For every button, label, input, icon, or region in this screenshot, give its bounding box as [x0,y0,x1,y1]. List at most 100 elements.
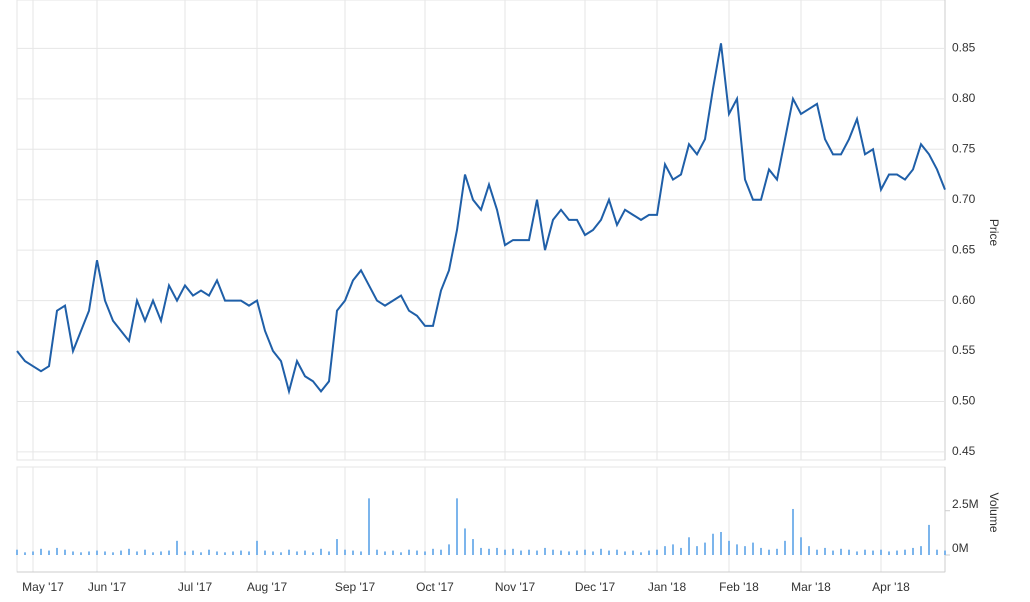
volume-bar [864,549,866,555]
volume-bar [592,551,594,555]
volume-bar [816,549,818,555]
volume-bar [376,549,378,555]
y-tick-label: 0.55 [952,343,976,357]
volume-bar [408,549,410,555]
volume-bar [368,498,370,555]
volume-bar [440,549,442,555]
y-tick-label: 0.45 [952,444,976,458]
volume-bar [904,549,906,555]
volume-bar [480,547,482,555]
y-tick-label: 0.70 [952,192,976,206]
volume-bar [712,533,714,555]
volume-bar [688,537,690,555]
volume-bar [736,544,738,555]
volume-bar [312,552,314,555]
volume-bar [24,552,26,555]
volume-bar [624,551,626,555]
volume-bar [576,550,578,555]
volume-bar [760,547,762,555]
volume-bar [880,549,882,555]
volume-bar [544,547,546,555]
volume-bar [944,550,946,555]
x-tick-label: Nov '17 [495,580,536,594]
volume-bar [224,552,226,555]
volume-bar [432,548,434,555]
volume-bar [872,550,874,555]
volume-bar [264,550,266,555]
volume-bar [152,552,154,555]
volume-bar [632,550,634,555]
volume-bar [72,551,74,555]
volume-bar [240,550,242,555]
volume-bar [744,546,746,555]
x-tick-label: Mar '18 [791,580,831,594]
y-tick-label: 0.80 [952,91,976,105]
volume-bar [88,551,90,555]
y-tick-label: 0.60 [952,293,976,307]
volume-bar [704,542,706,555]
volume-bar [128,548,130,555]
y-tick-label: 2.5M [952,497,979,511]
y-tick-label: 0.85 [952,41,976,55]
volume-bar [920,546,922,555]
volume-bar [456,498,458,555]
volume-bar [272,551,274,555]
volume-bar [856,551,858,555]
volume-bar [48,550,50,555]
volume-bar [344,549,346,555]
volume-bar [840,548,842,555]
volume-bar [416,550,418,555]
volume-bar [472,539,474,555]
volume-bar [392,550,394,555]
volume-bar [336,539,338,555]
volume-bar [328,551,330,555]
volume-bar [912,547,914,555]
volume-bar [768,549,770,555]
volume-bar [552,549,554,555]
volume-bar [304,550,306,555]
y-tick-label: 0.50 [952,394,976,408]
volume-bar [752,542,754,555]
volume-bar [32,551,34,555]
volume-bar [296,551,298,555]
volume-bar [680,547,682,555]
volume-bar [648,550,650,555]
volume-bar [888,551,890,555]
volume-panel [16,466,946,573]
volume-bar [664,546,666,555]
volume-bar [144,549,146,555]
volume-bar [232,551,234,555]
volume-bar [464,528,466,555]
x-tick-label: Jun '17 [88,580,127,594]
volume-bar [200,552,202,555]
volume-bar [112,552,114,555]
volume-bar [208,549,210,555]
volume-bar [448,544,450,555]
volume-bar [488,548,490,555]
volume-bar [896,550,898,555]
volume-bar [832,550,834,555]
x-tick-label: Feb '18 [719,580,759,594]
volume-bar [672,544,674,555]
x-tick-label: Jan '18 [648,580,687,594]
volume-bar [400,552,402,555]
volume-bar [424,551,426,555]
volume-bar [176,540,178,555]
x-tick-label: Dec '17 [575,580,616,594]
volume-bar [584,549,586,555]
volume-bar [640,552,642,555]
volume-bar [184,551,186,555]
volume-bar [616,549,618,555]
y-axis-title: Price [987,219,1001,247]
x-tick-label: Sep '17 [335,580,376,594]
volume-bar [936,549,938,555]
volume-bar [520,550,522,555]
price-line [16,43,946,396]
volume-bar [216,551,218,555]
volume-bar [168,550,170,555]
x-tick-label: Oct '17 [416,580,454,594]
volume-bar [656,549,658,555]
volume-bar [512,548,514,555]
volume-bar [104,551,106,555]
volume-bar [16,549,18,555]
